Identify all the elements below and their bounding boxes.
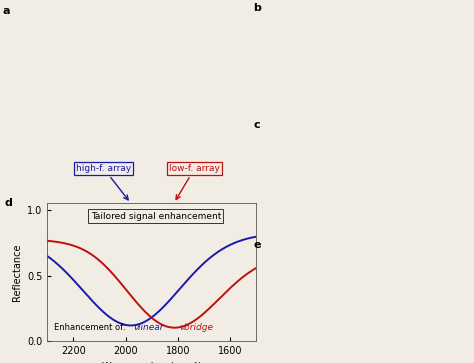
Text: Enhancement of:: Enhancement of: (54, 323, 125, 331)
Text: a: a (2, 6, 10, 16)
Text: b: b (254, 4, 261, 13)
Text: Tailored signal enhancement: Tailored signal enhancement (91, 212, 221, 221)
Y-axis label: Reflectance: Reflectance (11, 244, 22, 301)
Text: low-f. array: low-f. array (169, 164, 220, 200)
Text: νbridge: νbridge (179, 323, 213, 331)
Text: c: c (254, 120, 260, 130)
Text: e: e (254, 240, 261, 250)
Text: νlinear: νlinear (133, 323, 164, 331)
Text: high-f. array: high-f. array (76, 164, 131, 200)
X-axis label: Wavenumber (cm⁻¹): Wavenumber (cm⁻¹) (102, 362, 201, 363)
Text: d: d (5, 198, 13, 208)
